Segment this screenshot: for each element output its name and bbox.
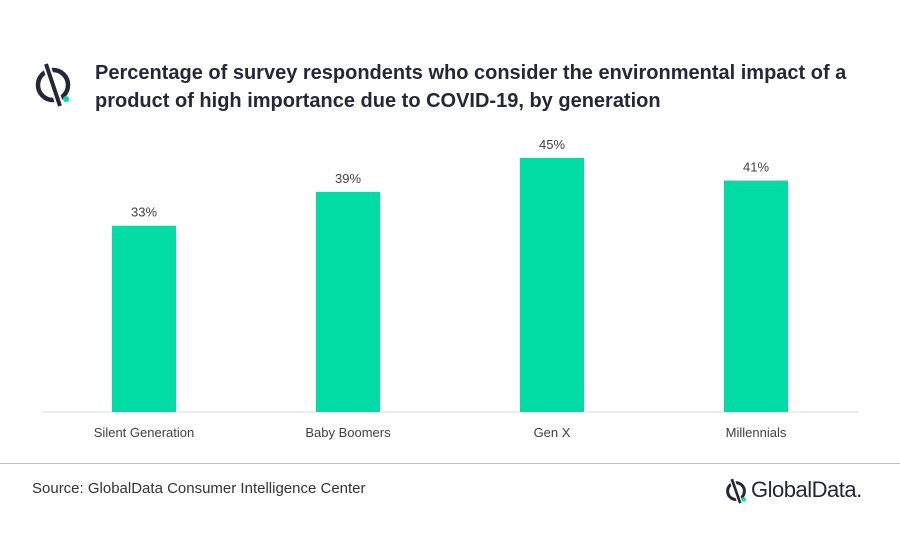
bar-gen-x <box>520 158 584 412</box>
footer-divider <box>0 463 900 464</box>
globaldata-logo-icon <box>35 62 71 108</box>
bar-millennials <box>724 180 788 412</box>
x-tick-label: Baby Boomers <box>305 425 391 440</box>
x-tick-label: Gen X <box>534 425 571 440</box>
data-label: 39% <box>335 171 361 186</box>
source-note: Source: GlobalData Consumer Intelligence… <box>32 480 366 497</box>
chart-title-block: Percentage of survey respondents who con… <box>33 56 883 116</box>
data-label: 41% <box>743 160 769 175</box>
bar-baby-boomers <box>316 191 380 412</box>
chart-title: Percentage of survey respondents who con… <box>95 62 847 112</box>
x-tick-label: Silent Generation <box>94 425 194 440</box>
data-label: 45% <box>539 137 565 152</box>
x-tick-label: Millennials <box>726 425 787 440</box>
brand-wordmark: GlobalData. <box>751 477 862 502</box>
globaldata-brand-icon <box>726 478 746 504</box>
bar-silent-generation <box>112 225 176 412</box>
data-label: 33% <box>131 205 157 220</box>
